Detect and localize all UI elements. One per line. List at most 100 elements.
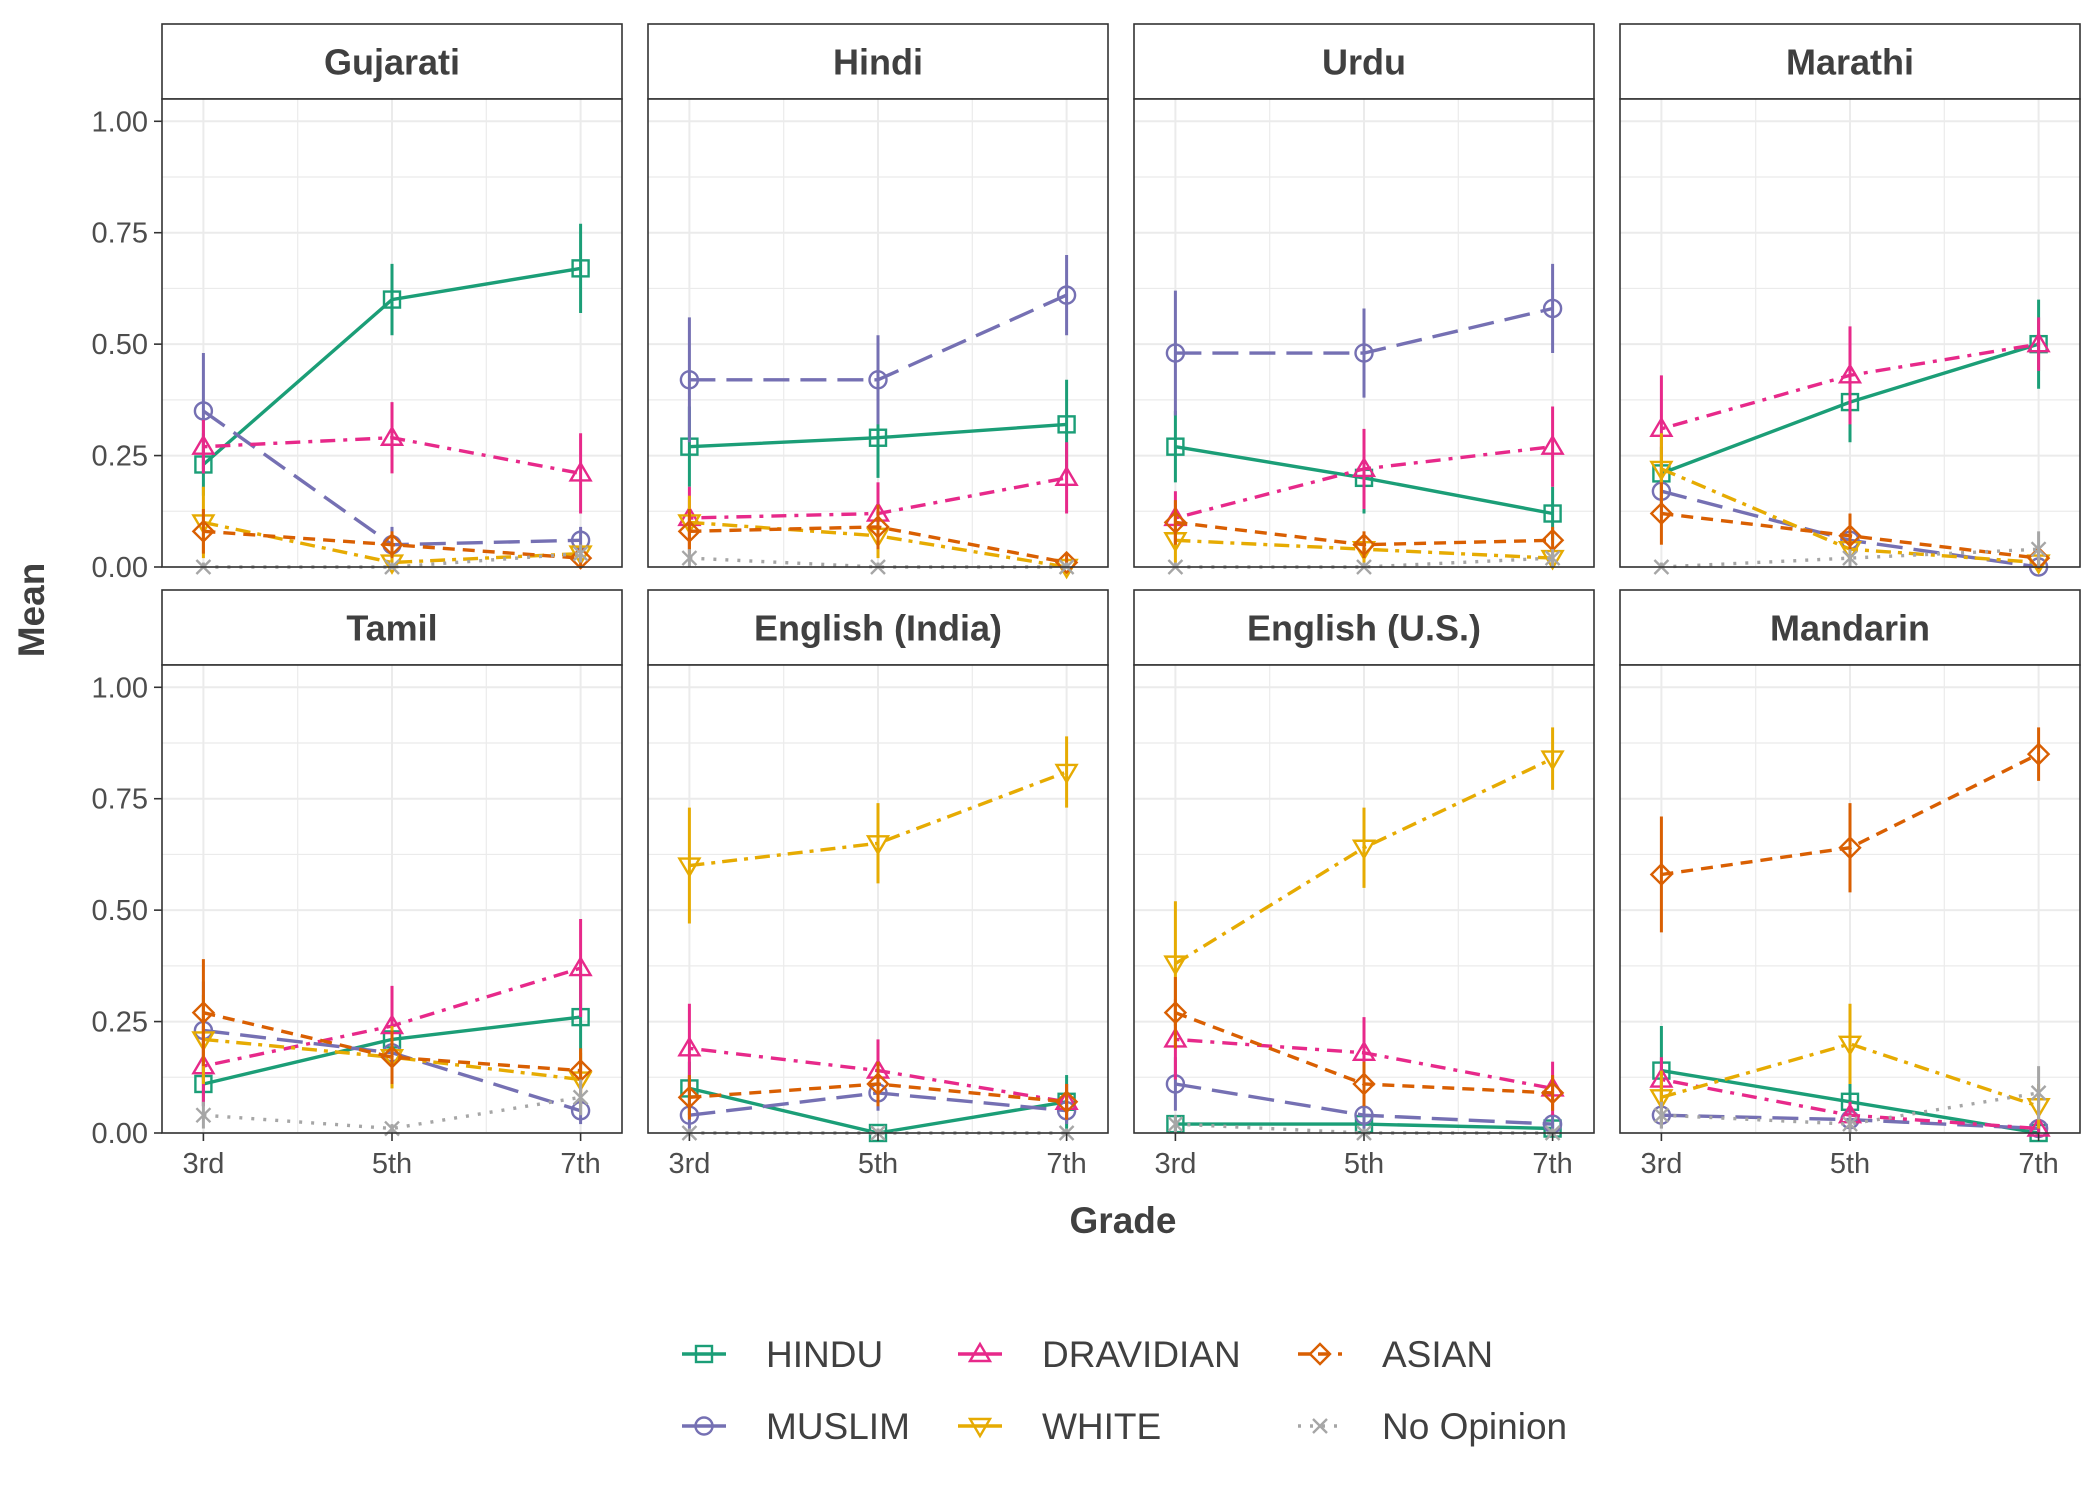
- series-dravidian-gujarati: [191, 402, 593, 514]
- y-tick-label: 0.50: [92, 329, 148, 361]
- data-point: [1649, 460, 1674, 482]
- series-line: [689, 1082, 1067, 1104]
- x-tick-label: 5th: [858, 1148, 898, 1180]
- legend-item-asian: ASIAN: [1298, 1334, 1493, 1375]
- data-point: [1352, 1072, 1376, 1096]
- series-line: [203, 1011, 581, 1073]
- legend-item-no-opinion: No Opinion: [1298, 1406, 1567, 1447]
- series-line: [689, 293, 1068, 382]
- data-point: [681, 550, 698, 566]
- data-point: [865, 835, 891, 856]
- legend: HINDU MUSLIM DRAVIDIAN WHITE ASIAN No Opinion: [682, 1334, 1567, 1447]
- x-tick-label: 7th: [1046, 1148, 1086, 1180]
- panel-border: [647, 98, 1109, 568]
- data-point: [1649, 501, 1674, 526]
- strip-label-urdu: Urdu: [1322, 42, 1406, 83]
- strip-label-english-india: English (India): [754, 608, 1002, 649]
- series-line: [1661, 511, 2039, 560]
- data-point: [1842, 1116, 1858, 1132]
- data-point: [2026, 742, 2051, 766]
- x-axis-title: Grade: [1070, 1200, 1177, 1241]
- series-muslim-hindi: [679, 255, 1077, 443]
- strip-hindi: [647, 23, 1109, 100]
- legend-key-marker: [1308, 1342, 1332, 1366]
- strip-english-india: [647, 589, 1109, 666]
- legend-item-white: WHITE: [958, 1406, 1161, 1447]
- data-point: [1163, 510, 1188, 535]
- panels: Gujarati 0.00 0.25 0.50 0.75 1.00 Hindi Urdu Mar…: [92, 23, 2081, 1180]
- y-tick-label: 0.50: [92, 895, 148, 927]
- x-tick-label: 3rd: [1640, 1148, 1682, 1180]
- data-point: [572, 545, 589, 562]
- strip-label-english-u-s: English (U.S.): [1247, 608, 1481, 649]
- panel-english-india: English (India) 3rd 5th 7th: [647, 589, 1109, 1180]
- series-white-english-india: [677, 736, 1079, 924]
- series-line: [1175, 306, 1553, 355]
- x-tick-label: 7th: [2018, 1148, 2058, 1180]
- x-tick-label: 7th: [1532, 1148, 1572, 1180]
- series-white-english-u-s: [1163, 727, 1565, 1027]
- series-line: [202, 266, 581, 466]
- panel-urdu: Urdu: [1133, 23, 1595, 575]
- data-point: [1163, 1000, 1188, 1025]
- y-tick-label: 0.00: [92, 1118, 148, 1150]
- strip-label-gujarati: Gujarati: [324, 42, 460, 83]
- legend-label: ASIAN: [1382, 1334, 1493, 1375]
- series-line: [1661, 752, 2040, 877]
- strip-tamil: [161, 589, 623, 666]
- data-point: [380, 1045, 404, 1069]
- data-point: [677, 857, 702, 878]
- data-point: [382, 290, 402, 309]
- panel-marathi: Marathi: [1619, 23, 2081, 577]
- y-tick-label: 0.25: [92, 441, 148, 473]
- data-point: [679, 370, 700, 390]
- data-point: [1054, 1090, 1079, 1114]
- series-line: [1660, 342, 2039, 431]
- strip-urdu: [1133, 23, 1595, 100]
- strip-label-mandarin: Mandarin: [1770, 608, 1930, 649]
- strip-mandarin: [1619, 589, 2081, 666]
- panel-english-u-s: English (U.S.) 3rd 5th 7th: [1133, 589, 1595, 1180]
- panel-mandarin: Mandarin 3rd 5th 7th: [1619, 589, 2081, 1180]
- data-point: [1166, 437, 1185, 456]
- series-line: [1175, 520, 1553, 547]
- x-tick-label: 5th: [1344, 1148, 1384, 1180]
- data-point: [2030, 541, 2047, 558]
- x-tick-label: 5th: [1830, 1148, 1870, 1180]
- data-point: [1351, 839, 1377, 861]
- data-point: [677, 1085, 702, 1110]
- data-point: [866, 515, 890, 539]
- legend-label: No Opinion: [1382, 1406, 1567, 1447]
- data-point: [1540, 434, 1565, 455]
- series-line: [203, 435, 581, 476]
- data-point: [1354, 1105, 1374, 1125]
- legend-label: WHITE: [1042, 1406, 1161, 1447]
- series-line: [1174, 1011, 1553, 1095]
- data-point: [1842, 550, 1858, 566]
- series-line: [203, 529, 581, 560]
- series-asian-english-india: [677, 1061, 1079, 1120]
- panel-tamil: Tamil 0.00 0.25 0.50 0.75 1.00 3rd 5th 7th: [92, 589, 623, 1180]
- legend-item-dravidian: DRAVIDIAN: [958, 1334, 1241, 1375]
- strip-marathi: [1619, 23, 2081, 100]
- series-asian-gujarati: [191, 509, 593, 570]
- series-line: [1175, 1037, 1553, 1091]
- legend-key-marker: [967, 1341, 993, 1363]
- series-asian-english-u-s: [1163, 977, 1565, 1111]
- data-point: [1163, 955, 1188, 976]
- data-point: [1543, 504, 1562, 523]
- series-dravidian-marathi: [1649, 317, 2051, 483]
- series-line: [203, 966, 582, 1068]
- data-point: [868, 370, 888, 390]
- x-tick-label: 3rd: [1154, 1148, 1196, 1180]
- x-tick-label: 5th: [372, 1148, 412, 1180]
- data-point: [1838, 836, 1862, 860]
- data-point: [568, 546, 593, 570]
- y-tick-label: 0.75: [92, 218, 148, 250]
- series-hindu-gujarati: [194, 223, 590, 496]
- legend-item-muslim: MUSLIM: [682, 1406, 910, 1447]
- series-no-opinion-tamil: [195, 1079, 589, 1137]
- data-point: [572, 1089, 589, 1106]
- data-point: [191, 434, 216, 455]
